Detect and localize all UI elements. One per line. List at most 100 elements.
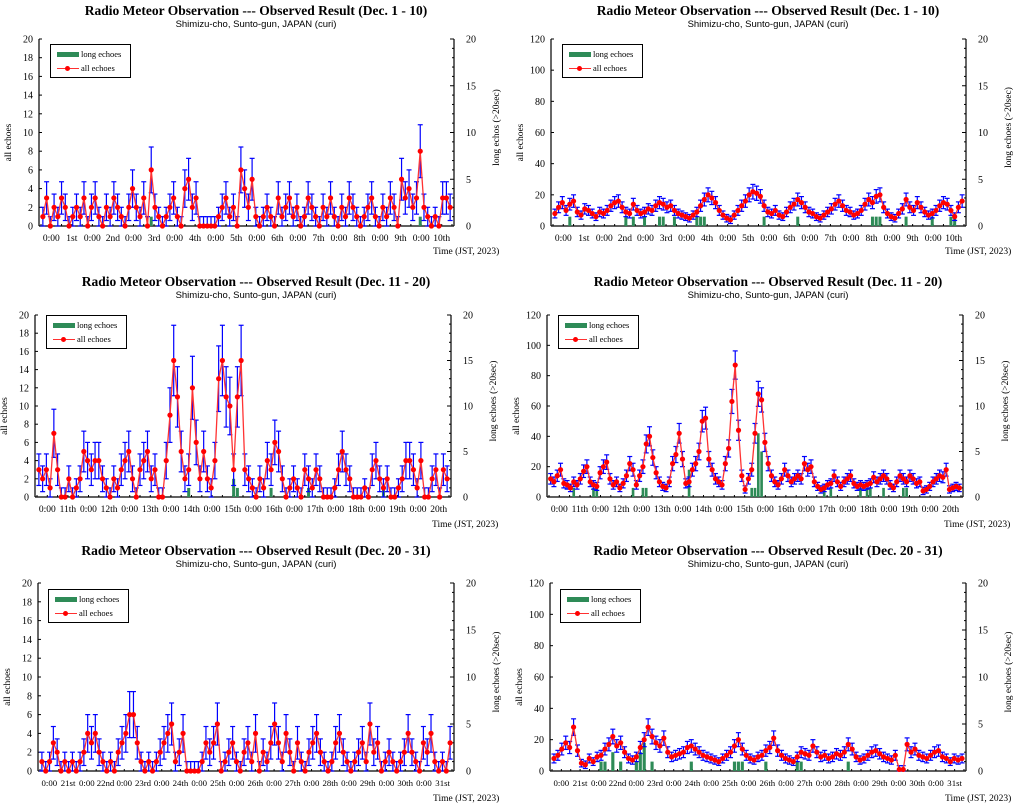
all-echoes-point bbox=[43, 467, 49, 473]
all-echoes-point bbox=[272, 439, 278, 445]
all-echoes-point bbox=[152, 204, 158, 210]
all-echoes-point bbox=[410, 204, 416, 210]
all-echoes-point bbox=[421, 204, 427, 210]
all-echoes-point bbox=[176, 749, 182, 755]
all-echoes-point bbox=[795, 473, 801, 479]
all-echoes-point bbox=[649, 207, 655, 214]
long-echoes-bar bbox=[187, 487, 191, 497]
long-echoes-bar bbox=[149, 216, 153, 226]
all-echoes-point bbox=[861, 755, 867, 762]
x-tick-label: 3rd bbox=[660, 234, 673, 244]
all-echoes-point bbox=[201, 448, 207, 455]
all-echoes-point bbox=[352, 759, 358, 765]
all-echoes-point bbox=[918, 204, 924, 210]
all-echoes-point bbox=[103, 204, 109, 210]
all-echoes-point bbox=[739, 203, 745, 209]
y2-tick-label: 5 bbox=[463, 447, 468, 458]
all-echoes-point bbox=[873, 748, 879, 754]
all-echoes-point bbox=[380, 485, 387, 491]
x-axis-title: Time (JST, 2023) bbox=[945, 247, 1012, 257]
x-tick-label: 0:00 bbox=[592, 505, 609, 515]
long-echoes-bar bbox=[795, 761, 799, 771]
all-echoes-point bbox=[869, 200, 876, 206]
y-axis-title: all echoes bbox=[0, 397, 10, 435]
y2-tick-label: 10 bbox=[466, 128, 476, 139]
x-tick-label: 20th bbox=[430, 505, 447, 515]
long-echoes-bar bbox=[869, 487, 872, 497]
x-tick-label: 0:00 bbox=[79, 778, 95, 788]
all-echoes-point bbox=[156, 214, 162, 220]
long-echoes-bar bbox=[953, 216, 957, 226]
all-echoes-point bbox=[69, 494, 76, 500]
all-echoes-line bbox=[550, 365, 960, 492]
all-echoes-point bbox=[574, 482, 580, 488]
x-tick-label: 18th bbox=[348, 505, 365, 515]
y-tick-label: 6 bbox=[24, 438, 29, 449]
chart-panel-dec11-20-low: Radio Meteor Observation --- Observed Re… bbox=[0, 270, 512, 540]
all-echoes-point bbox=[133, 204, 139, 210]
all-echoes-point bbox=[641, 737, 647, 743]
all-echoes-point bbox=[933, 476, 939, 482]
all-echoes-point bbox=[359, 740, 365, 746]
all-echoes-point bbox=[762, 439, 768, 445]
all-echoes-point bbox=[256, 768, 262, 774]
all-echoes-point bbox=[279, 214, 285, 220]
legend-all-echoes-swatch bbox=[57, 65, 79, 71]
all-echoes-point bbox=[279, 759, 285, 765]
x-tick-label: 28th bbox=[322, 778, 338, 788]
all-echoes-point bbox=[55, 214, 61, 220]
all-echoes-point bbox=[193, 195, 199, 201]
all-echoes-point bbox=[70, 214, 76, 220]
y2-tick-label: 15 bbox=[466, 81, 476, 92]
all-echoes-point bbox=[54, 749, 60, 755]
all-echoes-point bbox=[811, 479, 817, 485]
all-echoes-point bbox=[317, 749, 323, 755]
y-tick-label: 60 bbox=[535, 128, 545, 139]
all-echoes-point bbox=[443, 768, 449, 774]
y-tick-label: 18 bbox=[19, 329, 29, 340]
all-echoes-point bbox=[890, 485, 897, 491]
all-echoes-point bbox=[208, 223, 214, 229]
chart-subtitle: Shimizu-cho, Sunto-gun, JAPAN (curi) bbox=[175, 290, 337, 301]
x-tick-label: 0:00 bbox=[591, 778, 607, 788]
all-echoes-point bbox=[197, 223, 203, 229]
all-echoes-point bbox=[99, 476, 106, 482]
all-echoes-point bbox=[305, 476, 312, 482]
y-tick-label: 100 bbox=[526, 341, 541, 352]
all-echoes-point bbox=[808, 464, 814, 470]
all-echoes-point bbox=[62, 204, 68, 210]
all-echoes-point bbox=[686, 479, 692, 485]
all-echoes-point bbox=[600, 464, 606, 470]
all-echoes-point bbox=[585, 207, 592, 214]
all-echoes-point bbox=[907, 473, 913, 479]
all-echoes-point bbox=[231, 467, 237, 473]
x-tick-label: 0:00 bbox=[884, 234, 901, 244]
all-echoes-point bbox=[826, 755, 832, 762]
all-echoes-point bbox=[216, 376, 222, 382]
x-tick-label: 0:00 bbox=[801, 234, 818, 244]
all-echoes-point bbox=[283, 494, 289, 500]
all-echoes-point bbox=[924, 755, 930, 762]
all-echoes-point bbox=[551, 755, 557, 762]
y2-tick-label: 15 bbox=[978, 626, 988, 637]
all-echoes-point bbox=[626, 210, 633, 217]
x-tick-label: 14th bbox=[695, 505, 712, 515]
all-echoes-point bbox=[406, 186, 412, 192]
all-echoes-point bbox=[745, 476, 752, 482]
all-echoes-point bbox=[193, 439, 199, 445]
all-echoes-point bbox=[46, 759, 53, 765]
all-echoes-point bbox=[320, 494, 327, 500]
y-tick-label: 0 bbox=[27, 767, 32, 778]
all-echoes-point bbox=[275, 195, 281, 201]
all-echoes-point bbox=[372, 214, 379, 220]
all-echoes-point bbox=[771, 735, 777, 741]
all-echoes-point bbox=[600, 210, 607, 217]
all-echoes-point bbox=[705, 192, 711, 198]
all-echoes-point bbox=[663, 485, 669, 491]
all-echoes-point bbox=[602, 746, 608, 752]
all-echoes-point bbox=[746, 192, 752, 198]
y-tick-label: 14 bbox=[23, 91, 33, 102]
all-echoes-point bbox=[727, 217, 734, 223]
all-echoes-point bbox=[324, 494, 330, 500]
